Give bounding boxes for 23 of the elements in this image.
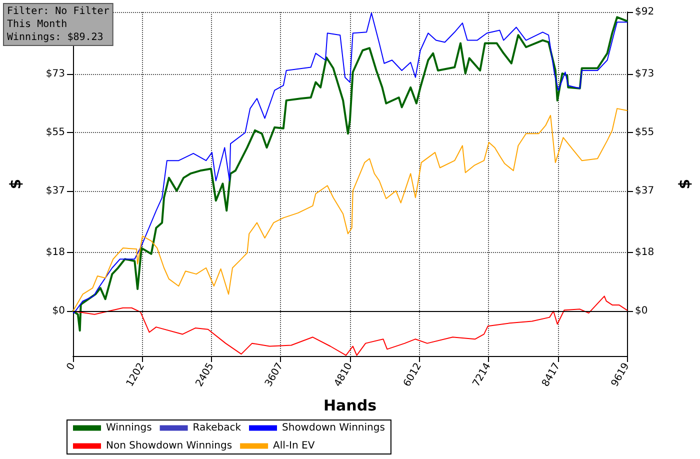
y2-tick-label: $18 — [635, 247, 654, 258]
x-axis-title: Hands — [323, 396, 377, 414]
legend-label: All-In EV — [273, 440, 315, 452]
annotation: Filter: No Filter — [7, 6, 110, 17]
y2-tick-label: $92 — [635, 6, 654, 18]
y2-tick-label: $73 — [635, 68, 654, 80]
y-axis-title: $ — [6, 178, 24, 190]
y2-tick-label: $0 — [635, 306, 648, 317]
y-tick-label: $37 — [46, 185, 65, 196]
legend-label: Rakeback — [192, 422, 242, 434]
legend-label: Showdown Winnings — [282, 422, 385, 434]
y-tick-label: $0 — [52, 306, 65, 317]
y-tick-label: $18 — [46, 247, 65, 258]
y-tick-label: $55 — [46, 126, 65, 138]
legend-label: Non Showdown Winnings — [106, 440, 232, 452]
annotation: Winnings: $89.23 — [7, 32, 104, 43]
text: This Month — [7, 19, 68, 30]
y2-tick-label: $55 — [635, 126, 654, 138]
y-tick-label: $73 — [46, 68, 65, 80]
y2-tick-label: $37 — [635, 185, 654, 196]
x-tick-label: 0 — [65, 361, 78, 372]
y2-axis-title: $ — [676, 178, 694, 190]
legend-label: Winnings — [106, 422, 152, 434]
